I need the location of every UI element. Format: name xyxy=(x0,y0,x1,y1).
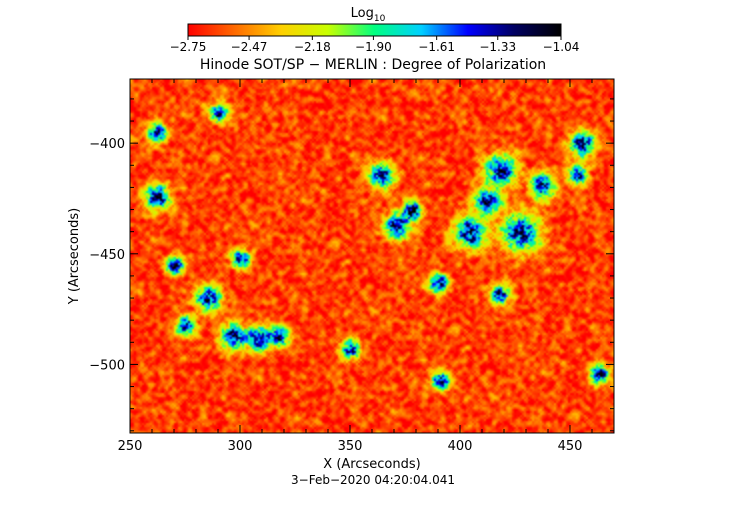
colorbar-tick-label: −2.75 xyxy=(170,40,207,54)
x-tick-label: 400 xyxy=(448,439,473,454)
colorbar-tick-label: −2.18 xyxy=(294,40,331,54)
timestamp: 3−Feb−2020 04:20:04.041 xyxy=(291,473,455,487)
colorbar-gradient xyxy=(187,23,562,37)
colorbar-tick-label: −2.47 xyxy=(231,40,268,54)
x-tick-label: 250 xyxy=(118,439,143,454)
y-tick-label: −450 xyxy=(89,248,125,263)
y-tick-label: −500 xyxy=(89,358,125,373)
x-axis-label: X (Arcseconds) xyxy=(323,457,420,472)
plot-area: 250 300 350 400 450 −400 −450 −500 xyxy=(89,78,615,454)
colorbar-tick-label: −1.04 xyxy=(543,40,580,54)
x-tick-label: 450 xyxy=(558,439,583,454)
colorbar-tick-label: −1.61 xyxy=(418,40,455,54)
x-tick-label: 350 xyxy=(338,439,363,454)
polarization-heatmap xyxy=(130,79,614,433)
colorbar-label: Log10 xyxy=(351,6,386,24)
colorbar: Log10 −2.75 −2.47 −2.18 −1.90 −1.61 −1.33 −1.0… xyxy=(170,6,580,54)
y-axis-label: Y (Arcseconds) xyxy=(67,208,82,305)
y-tick-label: −400 xyxy=(89,137,125,152)
chart-title: Hinode SOT/SP − MERLIN : Degree of Polar… xyxy=(200,57,546,73)
colorbar-tick-label: −1.33 xyxy=(479,40,516,54)
colorbar-tick-label: −1.90 xyxy=(355,40,392,54)
x-tick-label: 300 xyxy=(228,439,253,454)
